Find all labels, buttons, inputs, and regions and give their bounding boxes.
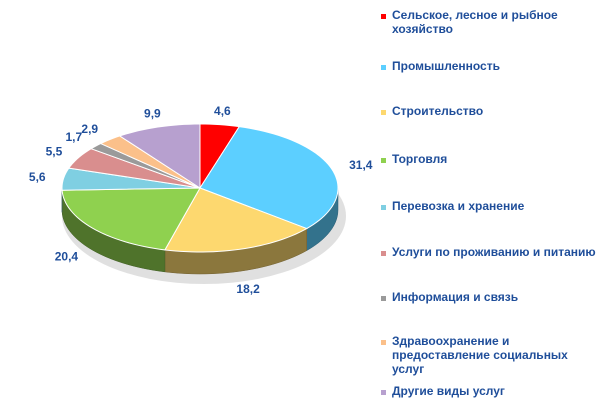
- legend-item-it: Информация и связь: [381, 290, 596, 304]
- legend-label-it: Информация и связь: [392, 290, 519, 304]
- pie-slice-construction: [164, 187, 308, 253]
- pie-slice-industry: [199, 126, 339, 230]
- legend-item-agriculture: Сельское, лесное и рыбное хозяйство: [381, 8, 596, 36]
- pie-slice-trade: [61, 187, 201, 251]
- legend-swatch-agriculture: [381, 14, 386, 19]
- data-label-trade: 20,4: [55, 249, 79, 263]
- legend-label-other-services: Другие виды услуг: [392, 384, 505, 398]
- legend: Сельское, лесное и рыбное хозяйство Пром…: [381, 8, 596, 406]
- legend-item-healthcare: Здравоохранение и предоставление социаль…: [381, 334, 596, 376]
- legend-label-construction: Строительство: [392, 104, 484, 118]
- legend-item-construction: Строительство: [381, 104, 596, 118]
- legend-label-trade: Торговля: [392, 152, 448, 166]
- legend-item-trade: Торговля: [381, 152, 596, 166]
- legend-item-hospitality: Услуги по проживанию и питанию: [381, 245, 596, 259]
- data-label-agriculture: 4,6: [214, 104, 231, 118]
- data-label-other-services: 9,9: [144, 107, 161, 121]
- legend-item-transport: Перевозка и хранение: [381, 199, 596, 213]
- legend-swatch-other-services: [381, 390, 386, 395]
- data-label-industry: 31,4: [349, 158, 373, 172]
- legend-item-other-services: Другие виды услуг: [381, 384, 596, 398]
- data-label-hospitality: 5,5: [46, 144, 63, 158]
- pie-slice-transport: [61, 167, 201, 191]
- data-label-it: 1,7: [66, 130, 83, 144]
- legend-swatch-it: [381, 296, 386, 301]
- pie-slice-other-services: [118, 123, 201, 189]
- legend-label-healthcare: Здравоохранение и предоставление социаль…: [392, 334, 568, 376]
- legend-label-agriculture: Сельское, лесное и рыбное хозяйство: [392, 8, 558, 36]
- legend-swatch-industry: [381, 65, 386, 70]
- legend-label-transport: Перевозка и хранение: [392, 199, 525, 213]
- legend-swatch-hospitality: [381, 251, 386, 256]
- legend-swatch-trade: [381, 158, 386, 163]
- legend-item-industry: Промышленность: [381, 59, 596, 73]
- data-label-construction: 18,2: [236, 282, 260, 296]
- legend-swatch-transport: [381, 205, 386, 210]
- data-label-transport: 5,6: [29, 170, 46, 184]
- legend-swatch-construction: [381, 110, 386, 115]
- data-label-healthcare: 2,9: [81, 122, 98, 136]
- pie-chart: 4,6 31,4 18,2 20,4 5,65,51,72,9 9,9: [29, 104, 373, 296]
- legend-label-hospitality: Услуги по проживанию и питанию: [392, 245, 596, 259]
- legend-label-industry: Промышленность: [392, 59, 500, 73]
- legend-swatch-healthcare: [381, 340, 386, 345]
- pie-slice-hospitality: [67, 148, 201, 189]
- pie-slice-healthcare: [99, 135, 201, 189]
